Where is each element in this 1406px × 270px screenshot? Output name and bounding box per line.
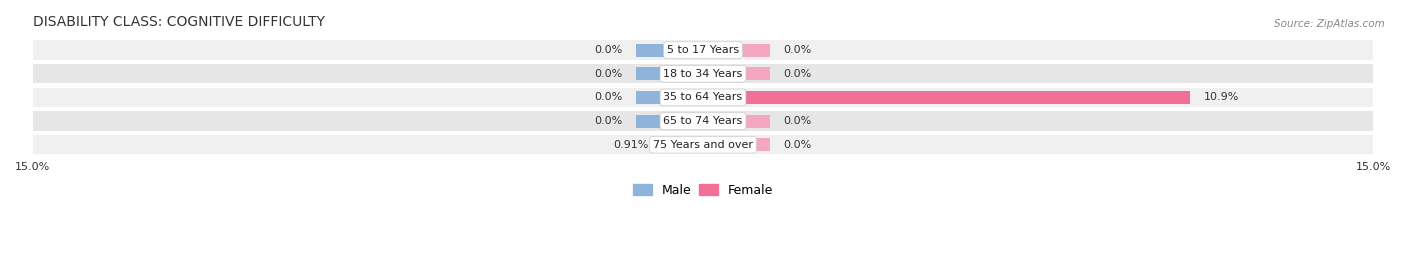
- Bar: [32, 64, 1374, 83]
- Text: 0.0%: 0.0%: [595, 69, 623, 79]
- Text: 0.0%: 0.0%: [595, 92, 623, 102]
- Legend: Male, Female: Male, Female: [628, 179, 778, 202]
- Text: 0.0%: 0.0%: [595, 116, 623, 126]
- Text: 65 to 74 Years: 65 to 74 Years: [664, 116, 742, 126]
- Bar: [32, 40, 1374, 60]
- Text: 0.0%: 0.0%: [783, 116, 811, 126]
- Text: 0.0%: 0.0%: [595, 45, 623, 55]
- Bar: [32, 88, 1374, 107]
- Bar: [703, 114, 770, 128]
- Bar: [662, 138, 703, 151]
- Bar: [32, 135, 1374, 154]
- Bar: [703, 138, 770, 151]
- Text: 35 to 64 Years: 35 to 64 Years: [664, 92, 742, 102]
- Bar: [636, 114, 703, 128]
- Text: Source: ZipAtlas.com: Source: ZipAtlas.com: [1274, 19, 1385, 29]
- Bar: [703, 44, 770, 57]
- Text: DISABILITY CLASS: COGNITIVE DIFFICULTY: DISABILITY CLASS: COGNITIVE DIFFICULTY: [32, 15, 325, 29]
- Bar: [636, 91, 703, 104]
- Text: 10.9%: 10.9%: [1204, 92, 1239, 102]
- Text: 5 to 17 Years: 5 to 17 Years: [666, 45, 740, 55]
- Bar: [703, 91, 1189, 104]
- Text: 75 Years and over: 75 Years and over: [652, 140, 754, 150]
- Bar: [636, 44, 703, 57]
- Bar: [636, 67, 703, 80]
- Bar: [703, 67, 770, 80]
- Text: 0.91%: 0.91%: [613, 140, 650, 150]
- Text: 0.0%: 0.0%: [783, 45, 811, 55]
- Text: 0.0%: 0.0%: [783, 69, 811, 79]
- Bar: [32, 112, 1374, 131]
- Text: 0.0%: 0.0%: [783, 140, 811, 150]
- Text: 18 to 34 Years: 18 to 34 Years: [664, 69, 742, 79]
